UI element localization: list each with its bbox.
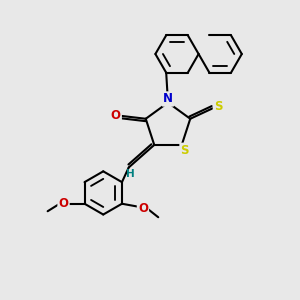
Text: H: H (126, 169, 135, 179)
Text: S: S (181, 144, 189, 157)
Text: O: O (58, 197, 68, 210)
Text: N: N (163, 92, 173, 106)
Text: O: O (138, 202, 148, 215)
Text: S: S (214, 100, 222, 113)
Text: O: O (111, 109, 121, 122)
